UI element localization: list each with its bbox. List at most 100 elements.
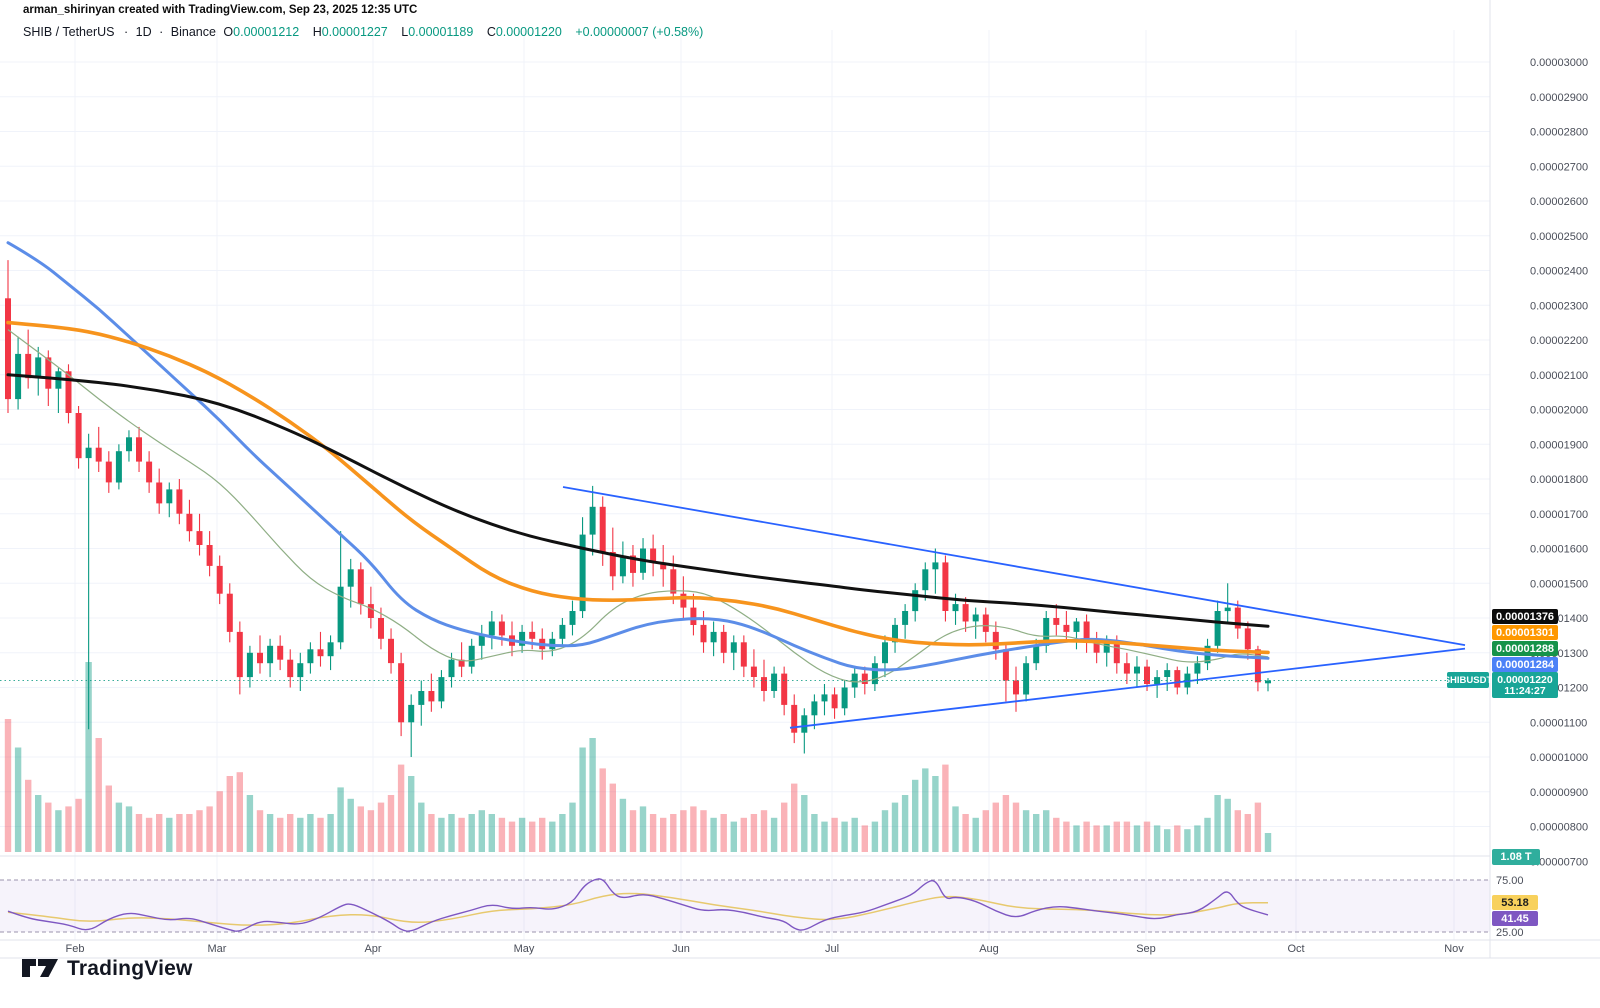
volume-bar — [297, 817, 304, 852]
high-value: 0.00001227 — [321, 25, 388, 39]
volume-bar — [226, 776, 233, 852]
volume-bar — [609, 783, 616, 852]
candle-body — [811, 701, 818, 716]
volume-bar — [95, 738, 102, 852]
volume-bar — [881, 810, 889, 852]
candle-body — [1013, 680, 1019, 695]
volume-bar — [1012, 802, 1020, 852]
volume-bar — [387, 795, 395, 852]
candle-body — [478, 635, 485, 646]
rsi-badge-text: 41.45 — [1501, 913, 1529, 925]
candle-body — [418, 691, 425, 705]
candle-body — [972, 614, 979, 622]
candle-body — [246, 652, 253, 678]
candle-body — [1073, 621, 1080, 632]
symbol-title[interactable]: SHIB / TetherUS — [23, 25, 115, 39]
volume-bar — [891, 802, 899, 852]
candle-body — [982, 614, 989, 632]
volume-bar — [518, 817, 526, 852]
volume-bar — [589, 738, 596, 852]
volume-bar — [166, 817, 173, 852]
price-tick-label: 0.00002000 — [1530, 405, 1588, 417]
close-label: C — [486, 25, 496, 39]
volume-bar — [539, 817, 546, 852]
price-axis[interactable] — [1490, 0, 1600, 1008]
candle-body — [1053, 618, 1060, 625]
volume-bar — [196, 810, 203, 852]
volume-bar — [599, 768, 606, 852]
candle-body — [408, 704, 415, 723]
candle-body — [750, 666, 757, 677]
month-label: Sep — [1136, 943, 1156, 955]
interval-label[interactable]: 1D — [135, 25, 152, 39]
volume-bar — [932, 776, 939, 852]
volume-bar — [105, 785, 112, 852]
volume-bar — [529, 821, 536, 852]
price-tick-label: 0.00001600 — [1530, 544, 1588, 556]
candle-body — [680, 593, 687, 608]
month-label: Nov — [1444, 943, 1464, 955]
price-tick-label: 0.00000900 — [1530, 787, 1588, 799]
candle-body — [912, 590, 919, 612]
axis-price-badges: 0.00001376 0.00001301 0.00001288 0.00001284… — [1444, 609, 1558, 926]
candle-body — [1234, 607, 1241, 629]
month-label: Jul — [825, 943, 839, 955]
volume-bar — [176, 814, 183, 852]
candle-body — [650, 548, 657, 563]
candle-body — [670, 569, 677, 594]
month-label: Oct — [1287, 943, 1304, 955]
volume-bar — [357, 806, 364, 852]
volume-bar — [851, 817, 858, 852]
volume-bar — [85, 662, 92, 852]
candle-body — [146, 461, 153, 483]
chart-legend: SHIB / TetherUS · 1D · Binance O0.000012… — [23, 25, 707, 39]
candle-body — [1134, 666, 1140, 674]
ma-50-badge-text: 0.00001284 — [1496, 659, 1555, 671]
volume-bar — [55, 810, 62, 852]
candle-body — [700, 624, 707, 643]
candle-body — [307, 649, 314, 664]
candle-body — [216, 565, 223, 594]
exchange-label[interactable]: Binance — [170, 25, 216, 39]
volume-bar — [649, 814, 657, 852]
candle-body — [428, 691, 435, 702]
candle-body — [660, 562, 667, 570]
trendlines[interactable] — [562, 486, 1466, 729]
time-axis[interactable]: Feb Mar Apr May Jun Jul Aug Sep Oct Nov — [66, 943, 1465, 955]
candle-body — [156, 482, 163, 504]
volume-bar — [1133, 825, 1141, 852]
candle-body — [65, 371, 72, 413]
ma-100-badge — [1492, 625, 1558, 640]
ma-200-badge — [1492, 609, 1558, 624]
symbol-tag-text: SHIBUSDT — [1444, 675, 1493, 686]
candle-body — [1164, 670, 1171, 677]
volume-bar — [1123, 821, 1131, 852]
volume-bar — [1093, 825, 1100, 852]
volume-bar — [972, 817, 979, 852]
volume-bar — [952, 806, 959, 852]
tradingview-watermark[interactable]: TradingView — [22, 955, 193, 983]
volume-bar — [1103, 825, 1110, 852]
volume-bar — [922, 768, 929, 852]
candle-body — [1083, 621, 1090, 643]
price-tick-label: 0.00001500 — [1530, 578, 1588, 590]
volume-bar — [337, 787, 344, 852]
tradingview-logo-icon — [22, 959, 58, 977]
volume-bar — [1224, 798, 1231, 852]
volume-bar — [236, 772, 243, 852]
volume-bar — [448, 814, 455, 852]
volume-bar — [660, 817, 667, 852]
ma-200-line — [6, 373, 1270, 628]
moving-averages — [6, 241, 1270, 683]
ma-50-badge — [1492, 657, 1558, 672]
volume-bar — [65, 806, 72, 852]
candle-body — [710, 631, 717, 643]
price-tick-label: 0.00002700 — [1530, 161, 1588, 173]
volume-bar — [186, 814, 193, 852]
month-label: Aug — [979, 943, 999, 955]
candle-body — [831, 694, 838, 709]
volume-bar — [861, 825, 868, 852]
last-price-badge-text: 11:24:27 — [1504, 685, 1546, 697]
